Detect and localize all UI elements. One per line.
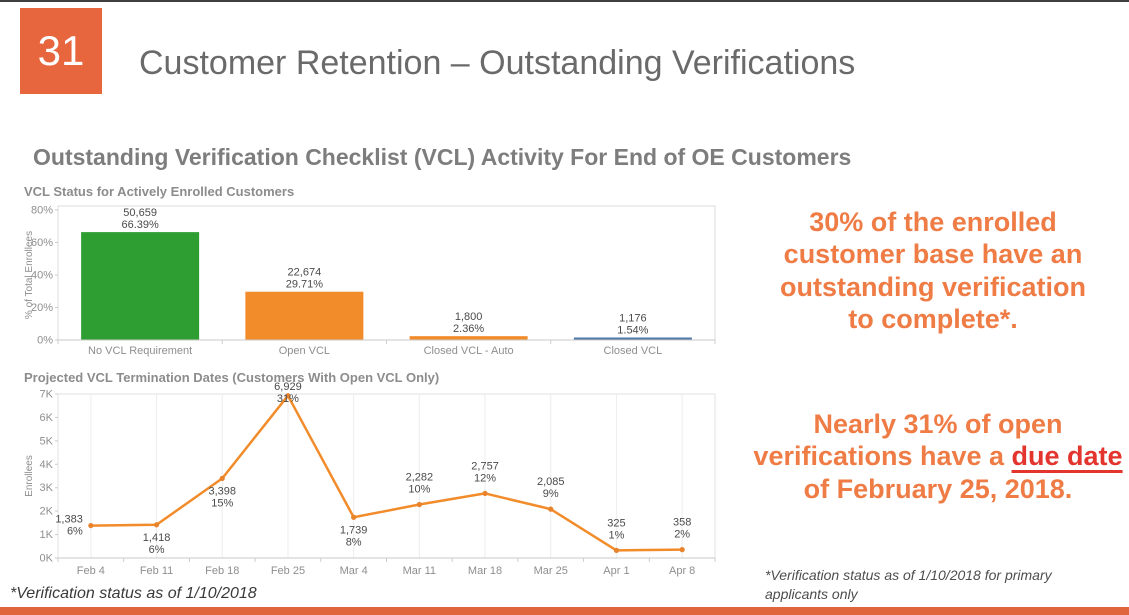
footnote-left: *Verification status as of 1/10/2018	[10, 585, 257, 602]
point-percent-label: 12%	[474, 472, 496, 484]
x-category-label: No VCL Requirement	[88, 345, 192, 357]
point-percent-label: 8%	[346, 536, 362, 548]
callout-due-date-prefix: Nearly 31% of open verifications have a	[753, 409, 1063, 472]
point-percent-label: 31%	[277, 393, 299, 405]
y-tick-label: 5K	[40, 435, 54, 447]
point-value-label: 1,418	[143, 532, 171, 544]
line-chart-termination-dates: Projected VCL Termination Dates (Custome…	[24, 370, 724, 582]
x-tick-label: Mar 11	[403, 565, 436, 577]
y-tick-label: 0K	[40, 553, 54, 565]
bar-percent-label: 29.71%	[286, 279, 324, 291]
x-category-label: Open VCL	[279, 345, 330, 357]
point-value-label: 3,398	[208, 485, 236, 497]
point-percent-label: 10%	[408, 484, 430, 496]
x-tick-label: Apr 8	[669, 565, 695, 577]
top-rule	[0, 0, 1129, 2]
y-tick-label: 2K	[40, 506, 54, 518]
point-percent-label: 15%	[211, 497, 233, 509]
footnote-right: *Verification status as of 1/10/2018 for…	[765, 567, 1052, 602]
callout-due-date-suffix: of February 25, 2018.	[803, 473, 1073, 504]
y-tick-label: 3K	[40, 482, 54, 494]
x-category-label: Closed VCL	[604, 345, 663, 357]
bar-percent-label: 66.39%	[121, 219, 159, 231]
data-point	[548, 506, 554, 512]
bar-value-label: 22,674	[288, 267, 322, 279]
callout-enrolled: 30% of the enrolled customer base have a…	[779, 207, 1087, 335]
x-tick-label: Feb 18	[205, 565, 239, 577]
x-tick-label: Mar 25	[534, 565, 568, 577]
x-tick-label: Mar 18	[468, 565, 502, 577]
y-axis-label: % of Total Enrollees	[24, 231, 35, 319]
bar-chart-canvas: 0% 20% 40% 60% 80% % of Total Enrollees 50,659…	[24, 205, 716, 357]
data-point	[613, 547, 620, 553]
point-value-label: 325	[607, 517, 625, 529]
point-percent-label: 9%	[543, 488, 559, 500]
point-value-label: 1,383	[55, 514, 83, 526]
bar-value-label: 1,176	[619, 312, 647, 324]
point-percent-label: 2%	[674, 529, 690, 541]
x-tick-label: Mar 4	[340, 565, 368, 577]
y-tick-label: 6K	[40, 412, 54, 424]
bar-chart-vcl-status: VCL Status for Actively Enrolled Custome…	[24, 184, 724, 362]
data-point	[416, 501, 422, 508]
bar-percent-label: 2.36%	[453, 323, 484, 335]
y-tick-label: 20%	[31, 302, 53, 314]
page-title: Customer Retention – Outstanding Verific…	[139, 44, 856, 82]
point-value-label: 1,739	[340, 524, 368, 536]
data-point	[88, 522, 94, 529]
data-point	[285, 393, 291, 399]
x-tick-label: Feb 4	[77, 565, 105, 577]
data-point	[351, 514, 357, 520]
callout-due-date: Nearly 31% of open verifications have a …	[752, 408, 1124, 505]
x-category-label: Closed VCL - Auto	[424, 345, 514, 357]
point-percent-label: 6%	[67, 526, 83, 538]
y-tick-label: 40%	[31, 270, 53, 282]
x-tick-label: Feb 25	[271, 565, 305, 577]
bar-value-label: 1,800	[455, 311, 483, 323]
x-tick-label: Apr 1	[603, 565, 629, 577]
y-tick-label: 60%	[31, 237, 53, 249]
bar	[81, 232, 200, 340]
line-chart-canvas: Feb 4 Feb 11 Feb 18 Feb 25 Mar 4 Mar 11 Mar 18…	[24, 381, 716, 577]
data-point	[219, 475, 225, 481]
slide-number-box: 31	[20, 8, 102, 94]
line-chart-title: Projected VCL Termination Dates (Custome…	[24, 370, 440, 385]
y-tick-label: 1K	[40, 529, 54, 541]
point-value-label: 2,282	[406, 472, 434, 484]
bar-chart-title: VCL Status for Actively Enrolled Custome…	[24, 184, 295, 199]
point-percent-label: 1%	[608, 529, 624, 541]
bar	[409, 336, 528, 340]
x-tick-label: Feb 11	[140, 565, 173, 577]
bar-value-label: 50,659	[123, 207, 157, 219]
y-tick-label: 4K	[40, 459, 54, 471]
data-point	[153, 522, 160, 528]
bar	[245, 291, 364, 340]
y-tick-label: 80%	[31, 205, 53, 217]
point-value-label: 2,085	[537, 476, 565, 488]
point-value-label: 6,929	[274, 381, 302, 393]
point-value-label: 2,757	[471, 460, 499, 472]
data-point	[482, 490, 488, 497]
point-value-label: 358	[673, 517, 691, 529]
slide-subtitle: Outstanding Verification Checklist (VCL)…	[33, 144, 852, 170]
bar-percent-label: 1.54%	[617, 324, 648, 336]
data-point	[679, 547, 685, 553]
bar	[573, 337, 692, 340]
bottom-bar	[0, 607, 1129, 615]
due-date-highlight: due date	[1011, 441, 1123, 472]
y-tick-label: 7K	[40, 389, 54, 401]
y-tick-label: 0%	[37, 335, 53, 347]
point-percent-label: 6%	[149, 544, 165, 556]
slide-number: 31	[37, 27, 85, 74]
y-axis-label: Enrollees	[24, 455, 35, 497]
trend-line	[89, 394, 684, 552]
